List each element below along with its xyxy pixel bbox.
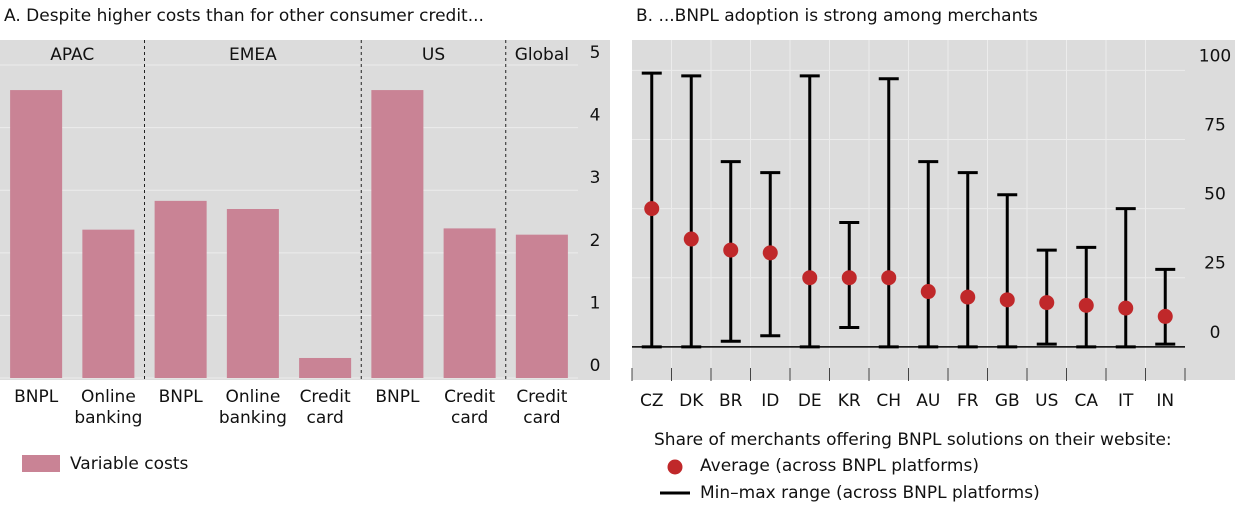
panel-b-bg bbox=[632, 40, 1235, 380]
x-tick-label: FR bbox=[957, 391, 979, 411]
x-tick-label: IN bbox=[1156, 391, 1174, 411]
legend-label: Variable costs bbox=[70, 454, 189, 474]
group-label: EMEA bbox=[229, 45, 277, 65]
bar bbox=[371, 90, 424, 379]
x-tick-label: Credit card bbox=[444, 387, 496, 428]
legend-label: Min–max range (across BNPL platforms) bbox=[700, 483, 1040, 503]
group-label: US bbox=[422, 45, 445, 65]
x-tick-label: US bbox=[1035, 391, 1058, 411]
x-tick-label: BNPL bbox=[375, 387, 420, 407]
x-tick-label: KR bbox=[838, 391, 861, 411]
legend-title: Share of merchants offering BNPL solutio… bbox=[654, 430, 1172, 450]
x-tick-label: ID bbox=[761, 391, 779, 411]
bar bbox=[299, 357, 352, 378]
x-tick-label: CZ bbox=[640, 391, 664, 411]
legend-swatch bbox=[22, 455, 60, 472]
average-dot bbox=[1118, 300, 1134, 316]
x-tick-label: DK bbox=[679, 391, 704, 411]
y-tick-label: 0 bbox=[590, 356, 601, 376]
y-tick-label: 75 bbox=[1204, 116, 1226, 136]
x-tick-label: Credit card bbox=[299, 387, 351, 428]
average-dot bbox=[762, 245, 778, 261]
average-dot bbox=[683, 231, 699, 247]
average-dot bbox=[1157, 308, 1173, 324]
x-tick-label: Online banking bbox=[218, 387, 287, 428]
average-dot bbox=[841, 270, 857, 286]
y-tick-label: 1 bbox=[590, 293, 601, 313]
bar bbox=[515, 234, 568, 378]
average-dot bbox=[920, 284, 936, 300]
y-tick-label: 2 bbox=[590, 231, 601, 251]
average-dot bbox=[1039, 295, 1055, 311]
average-dot bbox=[802, 270, 818, 286]
x-tick-label: BNPL bbox=[158, 387, 203, 407]
y-tick-label: 0 bbox=[1210, 323, 1221, 343]
legend-label: Average (across BNPL platforms) bbox=[700, 456, 979, 476]
y-tick-label: 3 bbox=[590, 168, 601, 188]
bar bbox=[443, 228, 496, 378]
x-tick-label: Online banking bbox=[74, 387, 143, 428]
bar bbox=[10, 90, 63, 379]
chart-title: B. ...BNPL adoption is strong among merc… bbox=[636, 6, 1038, 26]
y-tick-label: 25 bbox=[1204, 254, 1226, 274]
x-tick-label: GB bbox=[995, 391, 1020, 411]
x-tick-label: Credit card bbox=[516, 387, 568, 428]
x-tick-label: BR bbox=[719, 391, 743, 411]
bar bbox=[226, 209, 279, 378]
x-tick-label: AU bbox=[916, 391, 940, 411]
y-tick-label: 5 bbox=[590, 43, 601, 63]
average-dot bbox=[644, 201, 660, 217]
x-tick-label: IT bbox=[1118, 391, 1134, 411]
x-tick-label: BNPL bbox=[14, 387, 59, 407]
chart-title: A. Despite higher costs than for other c… bbox=[4, 6, 484, 26]
average-dot bbox=[999, 292, 1015, 308]
average-dot bbox=[881, 270, 897, 286]
y-tick-label: 50 bbox=[1204, 185, 1226, 205]
x-tick-label: CA bbox=[1075, 391, 1099, 411]
group-label: APAC bbox=[50, 45, 94, 65]
bar bbox=[154, 200, 207, 378]
average-dot bbox=[723, 242, 739, 258]
x-tick-label: DE bbox=[798, 391, 822, 411]
bar bbox=[82, 229, 135, 378]
legend-dot bbox=[667, 459, 683, 475]
average-dot bbox=[1078, 297, 1094, 313]
y-tick-label: 4 bbox=[590, 106, 601, 126]
average-dot bbox=[960, 289, 976, 305]
x-tick-label: CH bbox=[876, 391, 901, 411]
y-tick-label: 100 bbox=[1199, 46, 1231, 66]
group-label: Global bbox=[515, 45, 569, 65]
